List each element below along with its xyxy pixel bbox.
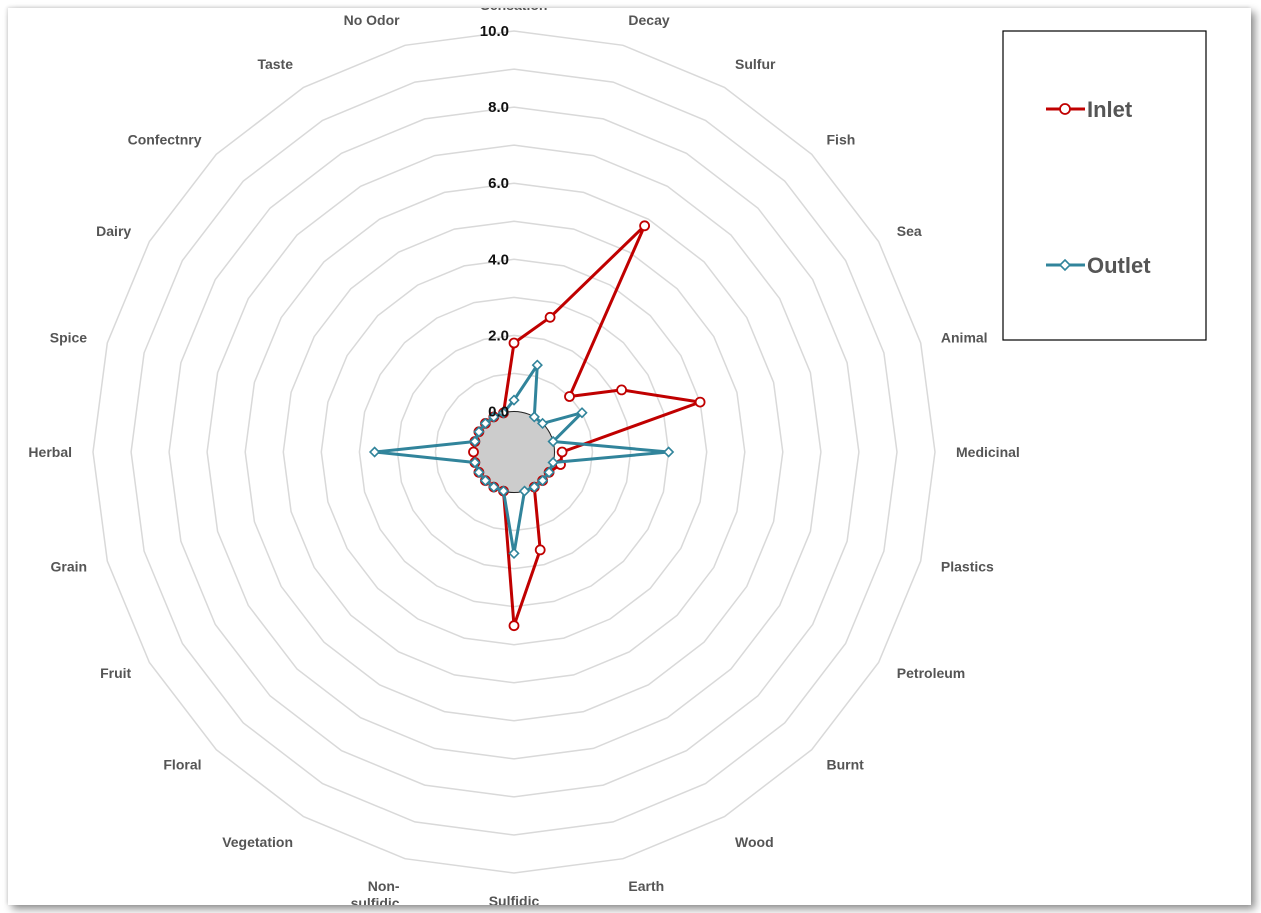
data-point [547, 456, 559, 469]
data-point [528, 481, 540, 493]
data-point [531, 359, 543, 371]
legend: Inlet Outlet [1002, 30, 1207, 341]
data-point [468, 446, 479, 458]
data-point [534, 544, 546, 556]
series-outlet [368, 359, 675, 560]
grid-ring [282, 220, 746, 684]
category-label: Burnt [827, 757, 865, 773]
category-label: No Odor [344, 12, 401, 28]
data-point [528, 411, 540, 423]
category-label: Floral [163, 757, 201, 773]
data-point [479, 474, 492, 487]
data-point [543, 466, 555, 478]
category-label: Sulfur [735, 56, 776, 72]
tick-label: 6.0 [488, 175, 509, 192]
legend-marker-inlet [1059, 103, 1071, 115]
data-point [616, 384, 627, 396]
grid-ring [320, 258, 708, 646]
tick-label: 2.0 [488, 327, 509, 344]
grid-ring [130, 68, 898, 836]
legend-label-outlet: Outlet [1087, 253, 1151, 278]
data-point [694, 396, 706, 408]
data-point [536, 417, 549, 430]
category-label: Spice [50, 330, 88, 346]
tick-label: 0.0 [488, 404, 509, 421]
legend-label-inlet: Inlet [1087, 97, 1133, 122]
data-point [518, 485, 531, 497]
data-point [508, 620, 520, 632]
data-point [488, 481, 500, 493]
category-label: Dairy [96, 223, 131, 239]
series-layer [368, 220, 706, 632]
grid-ring [168, 106, 860, 798]
data-point [497, 407, 510, 419]
data-point [576, 407, 588, 419]
data-point [479, 417, 492, 430]
data-point [488, 411, 500, 423]
data-point [508, 547, 520, 560]
legend-item-outlet: Outlet [1046, 253, 1151, 278]
category-label: Taste [257, 56, 293, 72]
category-label: Plastics [941, 558, 994, 574]
category-label: Sea [897, 223, 922, 239]
category-label: Fish [827, 132, 856, 148]
grid-ring [92, 30, 936, 874]
data-point [469, 456, 481, 469]
data-point [564, 391, 575, 402]
data-point [508, 337, 520, 349]
data-point [536, 474, 549, 487]
legend-marker-outlet [1058, 258, 1072, 272]
category-label: Wood [735, 834, 774, 850]
data-point [368, 446, 381, 458]
data-point [556, 446, 568, 458]
data-point [544, 311, 556, 323]
data-point [469, 435, 481, 448]
radar-chart: 0.0 2.0 4.0 6.0 8.0 10.0 Sensation Decay Sulfur… [28, 8, 1207, 905]
tick-label: 4.0 [488, 251, 509, 268]
category-label: Petroleum [897, 665, 965, 681]
data-point [662, 446, 675, 458]
data-point [473, 426, 485, 438]
category-label: Non-sulfidicvegetable [335, 878, 400, 905]
data-point [497, 485, 510, 497]
legend-item-inlet: Inlet [1046, 97, 1133, 122]
data-point [547, 435, 559, 448]
data-point [639, 220, 650, 232]
tick-label: 10.0 [480, 23, 509, 40]
chart-frame: 0.0 2.0 4.0 6.0 8.0 10.0 Sensation Decay Sulfur… [8, 8, 1251, 905]
data-point [508, 394, 520, 406]
category-label: Vegetation [222, 834, 293, 850]
tick-label: 8.0 [488, 99, 509, 116]
category-label: Confectnry [128, 132, 202, 148]
category-label: Animal [941, 330, 988, 346]
category-label: Medicinal [956, 444, 1020, 460]
data-point [473, 466, 485, 478]
tick-labels: 0.0 2.0 4.0 6.0 8.0 10.0 [480, 23, 509, 421]
grid-ring [206, 144, 822, 760]
category-labels: Sensation Decay Sulfur Fish Sea Animal Medicin… [28, 8, 1019, 905]
legend-box [1002, 30, 1207, 341]
category-label: Decay [628, 12, 669, 28]
category-label: Sulfidicvegetable [482, 893, 547, 905]
grid-ring [396, 334, 632, 570]
category-label: Sensation [481, 8, 548, 13]
grid-ring [244, 182, 784, 722]
category-label: Grain [51, 558, 88, 574]
category-label: Fruit [100, 665, 131, 681]
category-label: Earth [628, 878, 664, 894]
category-label: Herbal [28, 444, 72, 460]
